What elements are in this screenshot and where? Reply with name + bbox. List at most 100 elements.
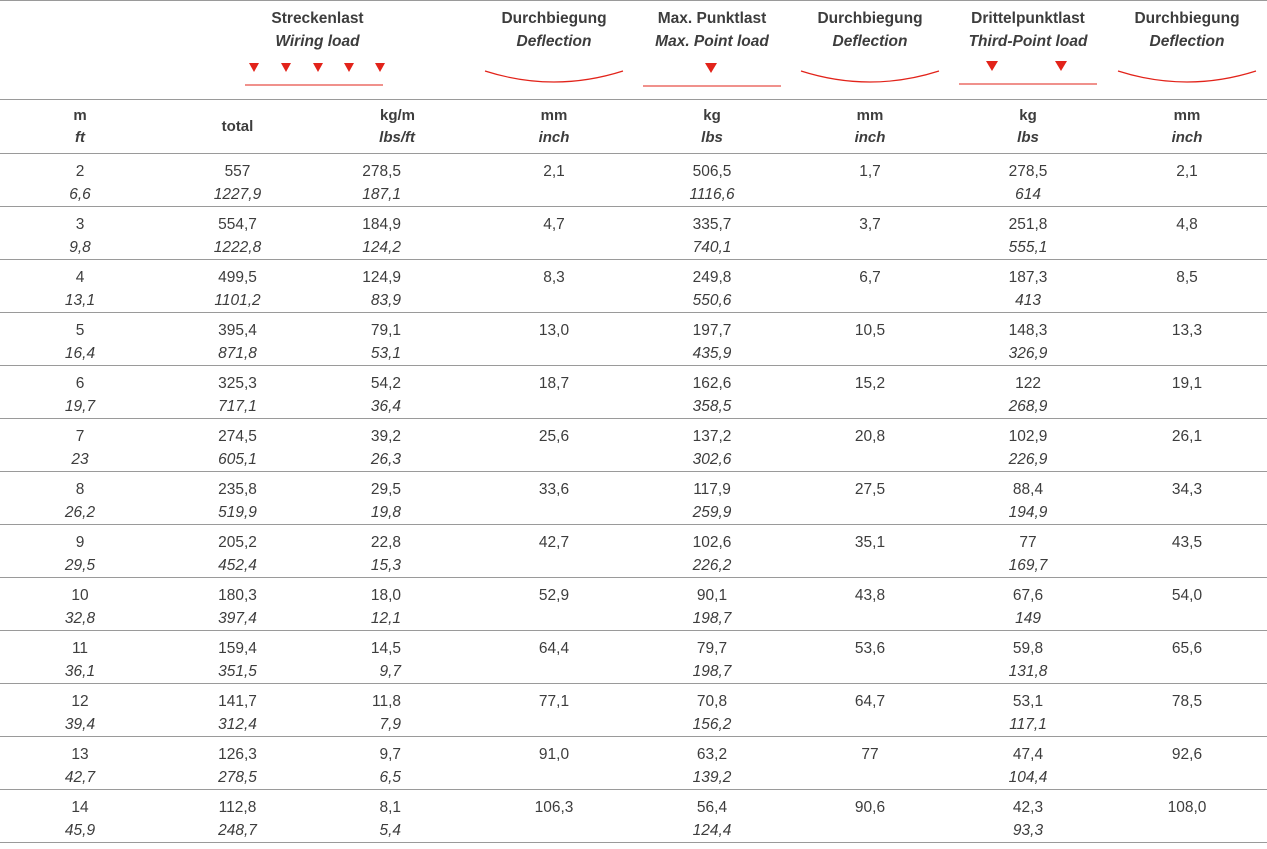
cell-third-point-load: 59,8 131,8: [949, 630, 1108, 684]
span-imperial-value: 6,6: [69, 186, 91, 203]
cell-deflection-3: 34,3: [1107, 471, 1267, 525]
third-point-load-metric-value: 148,3: [1008, 322, 1048, 339]
cell-deflection-1: 91,0: [475, 736, 634, 790]
point-load-metric-value: 79,7: [696, 640, 728, 657]
table-row: 12 39,4 141,7 312,4 11,8 7,9 77,1 70,8 156,2 64,7…: [0, 683, 1267, 737]
cell-wiring: 39,2 26,3: [315, 418, 476, 472]
deflection-2-value: 64,7: [854, 693, 886, 710]
third-point-load-imperial-value: 149: [1015, 610, 1041, 627]
third-point-load-imperial-value: 413: [1015, 292, 1041, 309]
deflection-1-value: 77,1: [538, 693, 570, 710]
cell-total: 205,2 452,4: [160, 524, 315, 578]
deflection-3-value: 43,5: [1171, 534, 1203, 551]
cell-third-point-load: 251,8 555,1: [949, 206, 1108, 260]
cell-deflection-2: 64,7: [791, 683, 950, 737]
deflection-1-value: 106,3: [534, 799, 574, 816]
point-load-metric-value: 90,1: [696, 587, 728, 604]
table-row: 2 6,6 557 1227,9 278,5 187,1 2,1 506,5 1116,6 1,7…: [0, 153, 1267, 207]
unit-point-imperial: lbs: [701, 128, 723, 146]
header-point-load: Max. Punktlast Max. Point load: [633, 0, 792, 100]
total-metric-value: 395,4: [218, 322, 257, 339]
point-load-metric-value: 70,8: [696, 693, 728, 710]
span-metric-value: 11: [71, 640, 89, 657]
unit-span-metric: m: [73, 106, 87, 124]
cell-wiring: 184,9 124,2: [315, 206, 476, 260]
total-imperial-value: 717,1: [218, 398, 257, 415]
point-load-metric-value: 197,7: [692, 322, 732, 339]
span-metric-value: 12: [71, 693, 89, 710]
span-metric-value: 9: [75, 534, 85, 551]
span-metric-value: 10: [71, 587, 89, 604]
header-deflection-1-en: Deflection: [516, 33, 592, 50]
point-load-icon: [633, 57, 791, 89]
deflection-2-value: 6,7: [859, 269, 881, 286]
cell-total: 499,5 1101,2: [160, 259, 315, 313]
cell-third-point-load: 187,3 413: [949, 259, 1108, 313]
cell-wiring: 18,0 12,1: [315, 577, 476, 631]
cell-point-load: 506,5 1116,6: [633, 153, 792, 207]
cell-point-load: 90,1 198,7: [633, 577, 792, 631]
cell-deflection-3: 54,0: [1107, 577, 1267, 631]
third-point-load-imperial-value: 268,9: [1008, 398, 1048, 415]
deflection-3-value: 26,1: [1171, 428, 1203, 445]
deflection-1-value: 33,6: [538, 481, 570, 498]
total-metric-value: 159,4: [218, 640, 257, 657]
total-metric-value: 205,2: [218, 534, 257, 551]
cell-deflection-2: 20,8: [791, 418, 950, 472]
cell-span: 6 19,7: [0, 365, 160, 419]
cell-span: 4 13,1: [0, 259, 160, 313]
unit-deflection-3-metric: mm: [1173, 106, 1201, 124]
unit-wiring: kg/m lbs/ft: [315, 99, 476, 154]
wiring-metric-value: 124,9: [362, 269, 402, 286]
cell-deflection-1: 2,1: [475, 153, 634, 207]
wiring-imperial-value: 83,9: [370, 292, 402, 309]
unit-third-metric: kg: [1019, 106, 1037, 124]
span-metric-value: 6: [75, 375, 85, 392]
unit-deflection-3-imperial: inch: [1171, 128, 1203, 146]
deflection-2-value: 15,2: [854, 375, 886, 392]
wiring-metric-value: 29,5: [370, 481, 402, 498]
wiring-metric-value: 8,1: [379, 799, 402, 816]
header-wiring-de: Streckenlast: [271, 10, 364, 27]
header-wiring-load: Streckenlast Wiring load: [160, 0, 476, 100]
point-load-metric-value: 162,6: [692, 375, 732, 392]
span-imperial-value: 23: [71, 451, 89, 468]
cell-third-point-load: 53,1 117,1: [949, 683, 1108, 737]
cell-total: 325,3 717,1: [160, 365, 315, 419]
cell-deflection-3: 43,5: [1107, 524, 1267, 578]
cell-wiring: 22,8 15,3: [315, 524, 476, 578]
table-row: 6 19,7 325,3 717,1 54,2 36,4 18,7 162,6 358,5 15,…: [0, 365, 1267, 419]
deflection-2-value: 43,8: [854, 587, 886, 604]
cell-total: 159,4 351,5: [160, 630, 315, 684]
third-point-load-metric-value: 102,9: [1008, 428, 1048, 445]
span-imperial-value: 36,1: [64, 663, 96, 680]
cell-deflection-1: 106,3: [475, 789, 634, 843]
cell-point-load: 197,7 435,9: [633, 312, 792, 366]
deflection-3-value: 8,5: [1176, 269, 1198, 286]
third-point-load-imperial-value: 194,9: [1008, 504, 1048, 521]
header-deflection-2-en: Deflection: [832, 33, 908, 50]
span-imperial-value: 29,5: [64, 557, 96, 574]
deflection-2-value: 53,6: [854, 640, 886, 657]
cell-deflection-2: 77: [791, 736, 950, 790]
cell-wiring: 9,7 6,5: [315, 736, 476, 790]
total-metric-value: 274,5: [218, 428, 257, 445]
table-row: 5 16,4 395,4 871,8 79,1 53,1 13,0 197,7 435,9 10,…: [0, 312, 1267, 366]
deflection-1-value: 52,9: [538, 587, 570, 604]
deflection-1-value: 25,6: [538, 428, 570, 445]
header-deflection-3-en: Deflection: [1149, 33, 1225, 50]
cell-deflection-3: 4,8: [1107, 206, 1267, 260]
cell-span: 14 45,9: [0, 789, 160, 843]
cell-point-load: 137,2 302,6: [633, 418, 792, 472]
point-load-imperial-value: 740,1: [692, 239, 732, 256]
cell-deflection-1: 77,1: [475, 683, 634, 737]
total-metric-value: 112,8: [218, 799, 257, 816]
cell-third-point-load: 102,9 226,9: [949, 418, 1108, 472]
span-imperial-value: 32,8: [64, 610, 96, 627]
total-metric-value: 554,7: [218, 216, 257, 233]
third-point-load-imperial-value: 614: [1015, 186, 1041, 203]
third-point-load-imperial-value: 117,1: [1009, 716, 1047, 733]
header-row: Streckenlast Wiring load Durchbiegung De…: [0, 0, 1267, 100]
point-load-imperial-value: 550,6: [692, 292, 732, 309]
unit-wiring-metric: kg/m: [380, 106, 416, 124]
